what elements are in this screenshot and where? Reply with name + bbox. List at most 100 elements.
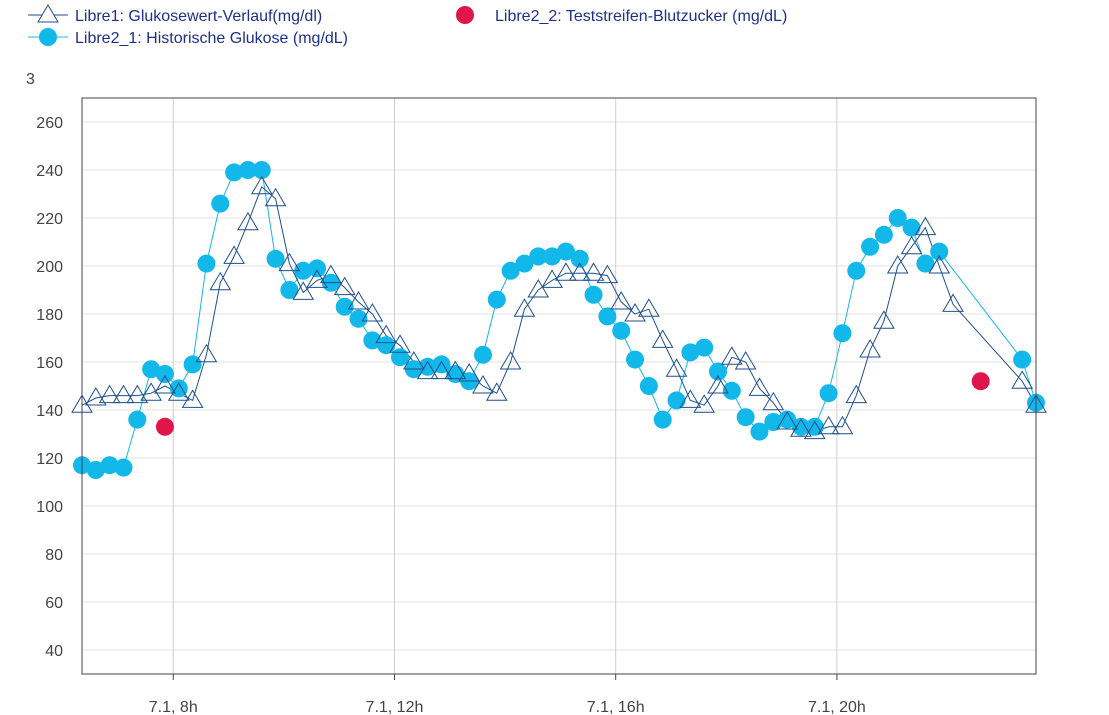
point-libre1 <box>859 339 881 358</box>
point-libre1 <box>942 293 964 312</box>
point-libre2-1 <box>598 307 617 326</box>
point-libre2-1 <box>722 381 741 400</box>
point-libre1 <box>361 303 384 322</box>
point-libre2-1 <box>916 254 935 273</box>
point-libre1 <box>776 411 799 430</box>
point-libre2-1 <box>626 350 645 369</box>
point-libre2-1 <box>128 410 147 429</box>
point-libre1 <box>762 391 785 411</box>
point-libre2-1 <box>142 360 161 379</box>
point-libre2-1 <box>363 331 382 350</box>
point-libre2-1 <box>750 422 769 441</box>
point-libre1 <box>928 255 951 274</box>
point-libre2-1 <box>294 261 313 280</box>
point-libre2-1 <box>252 161 271 179</box>
point-libre1 <box>790 418 812 437</box>
point-libre1 <box>319 264 342 284</box>
y-tick-label: 260 <box>36 115 63 132</box>
point-libre1 <box>264 187 287 207</box>
point-libre2-1 <box>418 357 437 376</box>
point-libre1 <box>223 245 245 264</box>
point-libre1 <box>734 351 757 370</box>
point-libre1 <box>278 252 301 272</box>
y-tick-label: 180 <box>36 307 63 324</box>
point-libre1 <box>555 262 577 281</box>
series-line-libre1 <box>81 185 1037 433</box>
point-libre2-1 <box>570 249 589 268</box>
point-libre2-1 <box>197 254 216 273</box>
y-tick-label: 40 <box>45 643 63 660</box>
y-tick-label: 240 <box>36 163 63 180</box>
point-libre1 <box>624 303 646 322</box>
series <box>71 161 1047 479</box>
point-libre1 <box>886 255 909 274</box>
x-tick-label: 7.1, 12h <box>366 699 424 715</box>
point-libre1 <box>126 384 149 404</box>
point-libre1 <box>513 298 536 317</box>
point-libre1 <box>651 329 674 348</box>
point-libre1 <box>333 276 356 296</box>
point-libre2-1 <box>778 410 797 429</box>
point-libre2-1 <box>211 194 230 213</box>
point-libre1 <box>1011 370 1034 389</box>
point-libre1 <box>306 269 328 288</box>
point-libre1 <box>665 358 688 377</box>
point-libre2-1 <box>100 456 119 475</box>
point-libre1 <box>444 360 467 380</box>
corner-label: 3 <box>26 71 35 88</box>
point-libre2-1 <box>584 285 603 304</box>
point-libre2-1 <box>805 417 824 436</box>
point-libre2-1 <box>695 338 714 357</box>
point-libre2-1 <box>335 297 354 316</box>
point-libre1 <box>720 346 743 365</box>
point-libre2-1 <box>155 365 174 383</box>
grid <box>82 98 1036 674</box>
point-libre1 <box>914 216 937 236</box>
point-libre2-1 <box>930 242 949 261</box>
point-libre1 <box>292 281 315 300</box>
point-libre2-1 <box>238 161 257 179</box>
legend-circle-icon <box>39 28 57 46</box>
point-libre1 <box>568 262 591 281</box>
point-libre2-2 <box>971 372 990 391</box>
point-libre1 <box>195 343 218 363</box>
point-libre1 <box>693 394 716 413</box>
y-tick-label: 160 <box>36 355 63 372</box>
y-tick-label: 100 <box>36 499 63 516</box>
point-libre1 <box>84 387 107 406</box>
point-libre2-1 <box>833 324 852 343</box>
point-libre1 <box>485 382 508 401</box>
point-libre1 <box>817 415 840 435</box>
y-tick-label: 80 <box>45 547 63 564</box>
point-libre1 <box>831 415 854 435</box>
point-libre1 <box>389 334 411 353</box>
point-libre2-1 <box>308 259 327 278</box>
y-tick-label: 220 <box>36 211 63 228</box>
point-libre2-1 <box>874 225 893 244</box>
point-libre1 <box>610 291 633 310</box>
point-libre2-1 <box>1013 350 1032 369</box>
point-libre2-1 <box>487 290 506 309</box>
legend-item-libre2-1[interactable]: Libre2_1: Historische Glukose (mg/dL) <box>28 28 348 47</box>
point-libre1 <box>803 420 826 440</box>
point-libre1 <box>154 375 176 394</box>
point-libre2-1 <box>764 413 783 431</box>
legend-item-libre2-2[interactable]: Libre2_2: Teststreifen-Blutzucker (mg/dL… <box>456 6 787 25</box>
point-libre2-1 <box>349 309 368 328</box>
y-tick-label: 60 <box>45 595 63 612</box>
point-libre1 <box>402 351 425 370</box>
point-libre1 <box>873 310 895 329</box>
point-libre2-1 <box>819 384 838 403</box>
point-libre1 <box>347 291 370 310</box>
point-libre1 <box>679 389 702 408</box>
point-libre2-1 <box>280 281 299 299</box>
point-libre2-1 <box>86 461 105 479</box>
point-libre2-1 <box>681 343 700 362</box>
point-libre1 <box>845 384 868 404</box>
point-libre1 <box>167 382 190 401</box>
legend-item-libre1[interactable]: Libre1: Glukosewert-Verlauf(mg/dl) <box>28 4 322 25</box>
y-tick-label: 200 <box>36 259 63 276</box>
point-libre1 <box>416 360 439 380</box>
point-libre2-1 <box>847 261 866 280</box>
point-libre2-1 <box>791 417 810 436</box>
